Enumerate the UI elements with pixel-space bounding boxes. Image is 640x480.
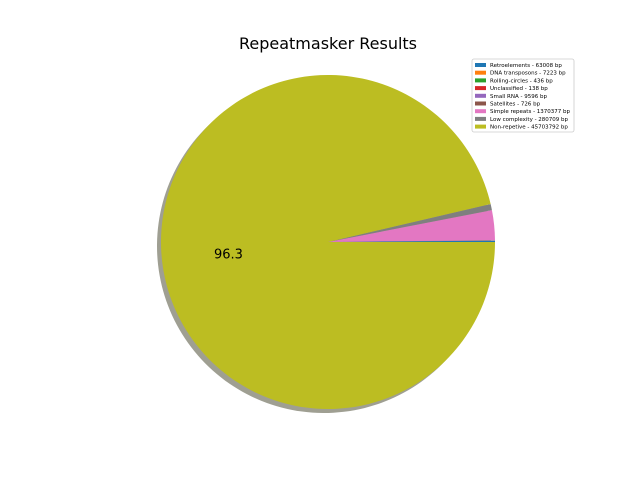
- pie-slice-unclassified: [328, 240, 495, 242]
- legend-frame: [471, 58, 575, 133]
- legend-swatch-dna-transposons: [475, 70, 486, 75]
- legend-swatch-unclassified: [475, 86, 486, 91]
- legend-label-small-rna: Small RNA - 9596 bp: [490, 94, 547, 100]
- legend-swatch-retroelements: [475, 63, 486, 67]
- legend-swatch-small-rna: [475, 93, 486, 98]
- pie-slice-low-complexity: [328, 204, 492, 242]
- chart-title: Repeatmasker Results: [239, 34, 417, 53]
- pie-slice-group: [161, 74, 496, 409]
- legend-label-non-repetive: Non-repetive - 45703792 bp: [490, 125, 568, 131]
- pie-slice-satellites: [328, 240, 495, 242]
- pie-slice-non-repetive: [161, 74, 495, 409]
- legend-label-simple-repeats: Simple repeats - 1370377 bp: [490, 109, 571, 115]
- legend: Retroelements - 63008 bp DNA transposons …: [471, 58, 575, 133]
- legend-swatch-simple-repeats: [475, 109, 486, 114]
- pie-slice-simple-repeats: [328, 210, 495, 242]
- legend-swatch-rolling-circles: [475, 78, 486, 83]
- pie-slice-rolling-circles: [328, 240, 495, 242]
- pie-slice-small-rna: [328, 240, 495, 242]
- legend-label-rolling-circles: Rolling-circles - 436 bp: [490, 78, 553, 84]
- legend-label-unclassified: Unclassified - 138 bp: [490, 86, 548, 92]
- pie-slice-dna-transposons: [328, 240, 495, 242]
- pie-slice-retroelements: [328, 240, 496, 242]
- data-label-group: 96.3: [214, 247, 243, 262]
- legend-label-low-complexity: Low complexity - 280709 bp: [490, 117, 569, 123]
- legend-swatch-low-complexity: [475, 116, 486, 121]
- legend-label-satellites: Satellites - 726 bp: [490, 102, 541, 108]
- legend-swatch-satellites: [475, 101, 486, 106]
- legend-swatch-non-repetive: [475, 124, 486, 129]
- data-label-non-repetive: 96.3: [214, 247, 243, 262]
- legend-label-retroelements: Retroelements - 63008 bp: [490, 63, 562, 69]
- legend-label-dna-transposons: DNA transposons - 7223 bp: [490, 71, 566, 77]
